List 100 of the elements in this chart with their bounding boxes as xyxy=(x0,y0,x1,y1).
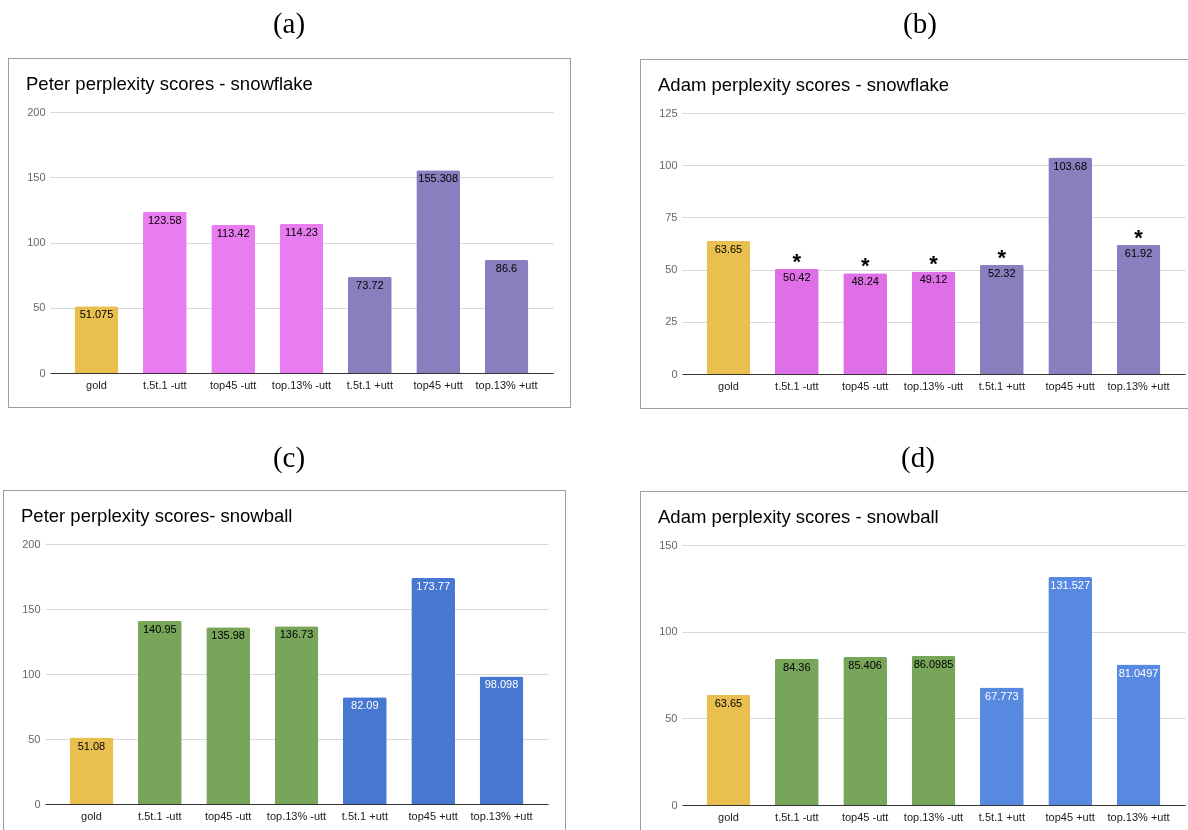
data-label: 48.24 xyxy=(851,275,879,288)
bar xyxy=(1048,157,1093,374)
x-tick-label: top45 -utt xyxy=(204,809,252,822)
x-tick-label: top.13% +utt xyxy=(1107,379,1170,392)
data-label: 140.95 xyxy=(142,622,177,635)
data-label: 113.42 xyxy=(216,226,250,239)
bar xyxy=(342,697,387,804)
x-tick-label: top.13% -utt xyxy=(266,809,327,822)
bar xyxy=(69,737,114,804)
y-tick-label: 200 xyxy=(27,105,46,118)
x-tick-label: top.13% +utt xyxy=(475,378,538,391)
x-tick-label: t.5t.1 -utt xyxy=(143,378,187,391)
x-tick-label: gold xyxy=(86,378,107,391)
y-tick-label: 50 xyxy=(28,732,41,745)
y-tick-label: 100 xyxy=(22,667,41,680)
x-tick-label: t.5t.1 -utt xyxy=(775,810,819,823)
y-tick-label: 0 xyxy=(39,366,46,379)
x-tick-label: t.5t.1 -utt xyxy=(775,379,819,392)
data-label: 82.09 xyxy=(351,699,379,712)
data-label: 86.0985 xyxy=(913,657,954,670)
bar xyxy=(1116,244,1161,374)
y-tick-label: 50 xyxy=(665,711,678,724)
bar xyxy=(479,676,524,804)
chart-title: Adam perplexity scores - snowball xyxy=(658,505,939,527)
data-label: 85.406 xyxy=(848,658,882,671)
y-tick-label: 150 xyxy=(659,538,678,551)
bar xyxy=(774,268,819,374)
x-tick-label: t.5t.1 +utt xyxy=(346,378,393,391)
chart-title: Peter perplexity scores - snowflake xyxy=(26,72,313,94)
chart-title: Peter perplexity scores- snowball xyxy=(21,504,293,526)
data-label: 51.075 xyxy=(79,308,114,321)
bar xyxy=(706,694,751,805)
bar xyxy=(706,241,751,374)
y-tick-label: 0 xyxy=(671,798,678,811)
x-tick-label: gold xyxy=(718,810,739,823)
x-tick-label: t.5t.1 +utt xyxy=(341,809,388,822)
text: (a) xyxy=(272,7,306,39)
bar xyxy=(911,271,956,374)
y-tick-label: 150 xyxy=(22,602,41,615)
data-label: 131.527 xyxy=(1050,579,1091,592)
y-tick-label: 50 xyxy=(33,301,46,314)
x-tick-label: top45 +utt xyxy=(1045,379,1095,392)
x-tick-label: top45 +utt xyxy=(1045,810,1095,823)
data-label: 86.6 xyxy=(495,261,518,274)
x-tick-label: t.5t.1 -utt xyxy=(138,809,182,822)
data-label: 73.72 xyxy=(356,278,384,291)
y-tick-label: 150 xyxy=(27,170,46,183)
y-tick-label: 50 xyxy=(665,263,678,276)
data-label: 103.68 xyxy=(1053,159,1088,172)
y-tick-label: 200 xyxy=(22,537,41,550)
x-tick-label: top.13% -utt xyxy=(903,379,964,392)
data-label: 173.77 xyxy=(416,580,451,593)
x-tick-label: t.5t.1 +utt xyxy=(978,379,1025,392)
data-label: 123.58 xyxy=(147,213,182,226)
bar xyxy=(74,306,119,373)
text: (c) xyxy=(272,441,306,473)
bar xyxy=(843,273,888,374)
bar xyxy=(774,658,819,805)
bar xyxy=(142,211,187,373)
data-label: 81.0497 xyxy=(1118,666,1159,679)
x-tick-label: top45 +utt xyxy=(408,809,458,822)
x-tick-label: top45 -utt xyxy=(841,810,889,823)
x-tick-label: top.13% -utt xyxy=(903,810,964,823)
y-tick-label: 25 xyxy=(665,315,678,328)
x-tick-label: top45 -utt xyxy=(209,378,257,391)
data-label: 63.65 xyxy=(714,696,743,709)
bar xyxy=(206,627,251,804)
y-tick-label: 100 xyxy=(27,236,46,248)
bar xyxy=(1116,664,1161,805)
data-label: 49.12 xyxy=(919,273,948,286)
bar xyxy=(411,578,456,804)
x-tick-label: t.5t.1 +utt xyxy=(978,810,1025,823)
y-tick-label: 125 xyxy=(659,106,678,119)
bar xyxy=(279,223,324,373)
y-tick-label: 100 xyxy=(659,625,678,638)
y-tick-label: 100 xyxy=(659,158,678,171)
data-label: 136.73 xyxy=(279,628,314,641)
text: (b) xyxy=(903,7,937,39)
data-label: 114.23 xyxy=(285,225,318,238)
text: (d) xyxy=(901,441,935,473)
y-tick-label: 75 xyxy=(665,210,678,223)
bar xyxy=(1048,577,1093,805)
bar xyxy=(911,655,956,805)
data-label: 67.773 xyxy=(985,689,1019,702)
bar xyxy=(979,687,1024,805)
data-label: 84.36 xyxy=(783,660,811,673)
x-tick-label: top45 +utt xyxy=(413,378,463,391)
data-label: 98.098 xyxy=(484,678,519,691)
x-tick-label: top.13% -utt xyxy=(271,378,332,391)
bar xyxy=(274,626,319,804)
data-label: 51.08 xyxy=(77,739,106,752)
y-tick-label: 0 xyxy=(34,797,41,810)
data-label: 155.308 xyxy=(418,172,459,185)
x-tick-label: gold xyxy=(81,809,102,822)
x-tick-label: gold xyxy=(718,379,739,392)
chart-title: Adam perplexity scores - snowflake xyxy=(658,73,949,95)
bar xyxy=(211,224,256,373)
bar xyxy=(979,264,1024,374)
x-tick-label: top.13% +utt xyxy=(1107,810,1170,823)
data-label: 63.65 xyxy=(714,243,743,256)
